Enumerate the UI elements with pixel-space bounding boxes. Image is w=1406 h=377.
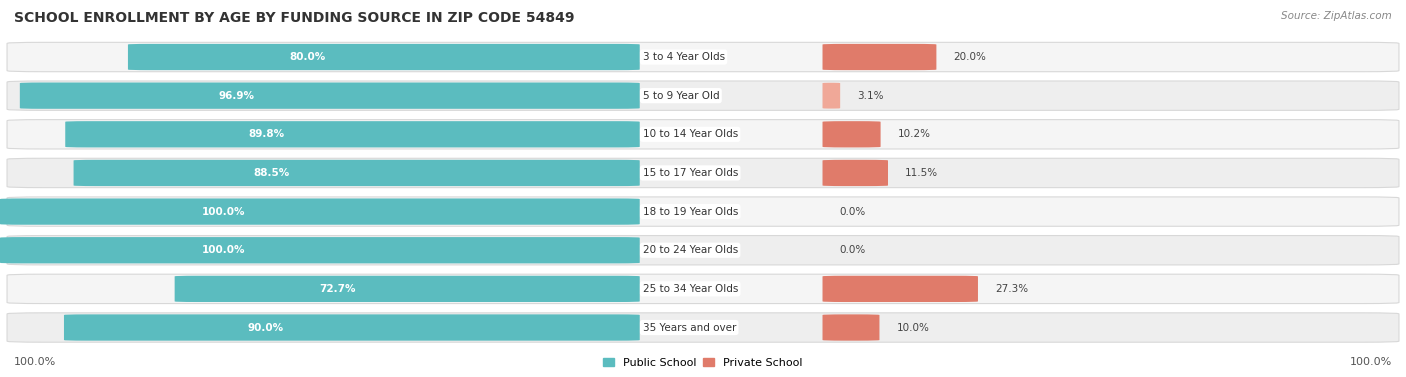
FancyBboxPatch shape (128, 44, 640, 70)
FancyBboxPatch shape (0, 198, 640, 225)
Text: 10.0%: 10.0% (897, 322, 929, 333)
FancyBboxPatch shape (73, 160, 640, 186)
Text: 96.9%: 96.9% (219, 90, 254, 101)
Text: 20.0%: 20.0% (953, 52, 986, 62)
FancyBboxPatch shape (7, 120, 1399, 149)
FancyBboxPatch shape (823, 160, 889, 186)
FancyBboxPatch shape (63, 314, 640, 341)
Text: 0.0%: 0.0% (839, 245, 866, 255)
Text: 89.8%: 89.8% (249, 129, 284, 139)
FancyBboxPatch shape (7, 81, 1399, 110)
Text: 88.5%: 88.5% (253, 168, 290, 178)
FancyBboxPatch shape (7, 236, 1399, 265)
Text: 100.0%: 100.0% (14, 357, 56, 367)
Text: 100.0%: 100.0% (202, 207, 246, 217)
Text: 72.7%: 72.7% (319, 284, 356, 294)
Text: 35 Years and over: 35 Years and over (643, 322, 735, 333)
Text: 10 to 14 Year Olds: 10 to 14 Year Olds (643, 129, 738, 139)
Text: 90.0%: 90.0% (247, 322, 284, 333)
Text: 15 to 17 Year Olds: 15 to 17 Year Olds (643, 168, 738, 178)
Text: Source: ZipAtlas.com: Source: ZipAtlas.com (1281, 11, 1392, 21)
FancyBboxPatch shape (0, 237, 640, 264)
Text: 27.3%: 27.3% (995, 284, 1028, 294)
Text: 100.0%: 100.0% (202, 245, 246, 255)
FancyBboxPatch shape (820, 83, 844, 109)
FancyBboxPatch shape (823, 44, 936, 70)
FancyBboxPatch shape (7, 158, 1399, 188)
Text: 5 to 9 Year Old: 5 to 9 Year Old (643, 90, 718, 101)
FancyBboxPatch shape (7, 42, 1399, 72)
Text: SCHOOL ENROLLMENT BY AGE BY FUNDING SOURCE IN ZIP CODE 54849: SCHOOL ENROLLMENT BY AGE BY FUNDING SOUR… (14, 11, 575, 25)
FancyBboxPatch shape (7, 313, 1399, 342)
FancyBboxPatch shape (823, 121, 880, 147)
Text: 20 to 24 Year Olds: 20 to 24 Year Olds (643, 245, 738, 255)
Text: 80.0%: 80.0% (290, 52, 325, 62)
FancyBboxPatch shape (174, 276, 640, 302)
Text: 0.0%: 0.0% (839, 207, 866, 217)
FancyBboxPatch shape (7, 197, 1399, 226)
Text: 10.2%: 10.2% (897, 129, 931, 139)
FancyBboxPatch shape (823, 314, 880, 341)
Text: 18 to 19 Year Olds: 18 to 19 Year Olds (643, 207, 738, 217)
Text: 25 to 34 Year Olds: 25 to 34 Year Olds (643, 284, 738, 294)
FancyBboxPatch shape (823, 276, 979, 302)
Legend: Public School, Private School: Public School, Private School (603, 357, 803, 368)
Text: 3.1%: 3.1% (858, 90, 883, 101)
FancyBboxPatch shape (20, 83, 640, 109)
FancyBboxPatch shape (7, 274, 1399, 303)
FancyBboxPatch shape (65, 121, 640, 147)
Text: 3 to 4 Year Olds: 3 to 4 Year Olds (643, 52, 724, 62)
Text: 11.5%: 11.5% (905, 168, 938, 178)
Text: 100.0%: 100.0% (1350, 357, 1392, 367)
